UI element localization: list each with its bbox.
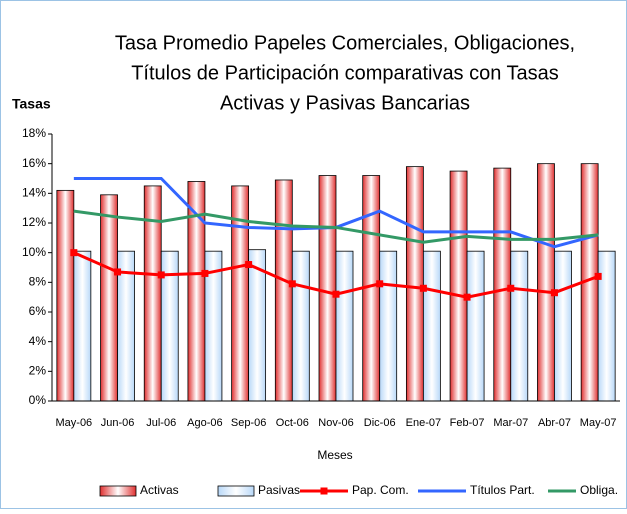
marker bbox=[332, 290, 340, 298]
x-tick-label: Dic-06 bbox=[364, 417, 396, 429]
bar bbox=[449, 170, 468, 402]
y-axis-label: Tasas bbox=[12, 96, 51, 112]
legend-label: Obliga. bbox=[580, 483, 618, 497]
chart-title: Tasa Promedio Papeles Comerciales, Oblig… bbox=[115, 32, 575, 54]
legend-swatch bbox=[99, 485, 137, 497]
marker bbox=[507, 284, 515, 292]
marker bbox=[114, 268, 122, 276]
y-tick-label: 6% bbox=[29, 304, 47, 318]
marker bbox=[245, 261, 253, 269]
bar bbox=[274, 179, 293, 402]
y-tick-label: 8% bbox=[29, 275, 47, 289]
bar bbox=[493, 167, 512, 402]
x-tick-label: Sep-06 bbox=[231, 417, 266, 429]
x-tick-label: Jun-06 bbox=[101, 417, 135, 429]
x-tick-label: Abr-07 bbox=[538, 417, 571, 429]
y-tick-label: 12% bbox=[22, 215, 46, 229]
bar bbox=[56, 189, 75, 402]
x-tick-label: Nov-06 bbox=[318, 417, 353, 429]
marker bbox=[594, 272, 602, 280]
chart-title: Títulos de Participación comparativas co… bbox=[131, 62, 559, 84]
marker bbox=[550, 289, 558, 297]
y-tick-label: 18% bbox=[22, 126, 46, 140]
marker bbox=[70, 249, 78, 257]
bar bbox=[335, 250, 354, 402]
marker bbox=[201, 269, 209, 277]
x-tick-label: Feb-07 bbox=[450, 417, 485, 429]
bar bbox=[405, 166, 424, 402]
bar bbox=[422, 250, 441, 402]
marker bbox=[288, 280, 296, 288]
x-tick-label: Ago-06 bbox=[187, 417, 222, 429]
marker bbox=[463, 293, 471, 301]
x-axis-label: Meses bbox=[317, 448, 352, 462]
bar bbox=[318, 175, 337, 402]
x-tick-label: Mar-07 bbox=[493, 417, 528, 429]
bar bbox=[510, 250, 529, 402]
bar bbox=[73, 250, 92, 402]
x-tick-label: Oct-06 bbox=[276, 417, 309, 429]
y-tick-label: 14% bbox=[22, 186, 46, 200]
legend-swatch bbox=[217, 485, 255, 497]
bar bbox=[379, 250, 398, 402]
legend-label: Títulos Part. bbox=[470, 483, 535, 497]
bar bbox=[143, 185, 162, 402]
legend-marker bbox=[320, 487, 328, 495]
x-tick-label: May-07 bbox=[580, 417, 617, 429]
x-tick-label: Ene-07 bbox=[406, 417, 441, 429]
x-tick-label: May-06 bbox=[56, 417, 93, 429]
legend-label: Activas bbox=[140, 483, 179, 497]
marker bbox=[157, 271, 165, 279]
marker bbox=[419, 284, 427, 292]
y-tick-label: 0% bbox=[29, 393, 47, 407]
y-tick-label: 2% bbox=[29, 364, 47, 378]
line-series bbox=[73, 209, 599, 244]
bar bbox=[466, 250, 485, 402]
y-tick-label: 16% bbox=[22, 156, 46, 170]
bar bbox=[100, 194, 118, 402]
bar bbox=[554, 250, 572, 402]
legend-label: Pap. Com. bbox=[352, 483, 409, 497]
marker bbox=[376, 280, 384, 288]
x-tick-label: Jul-06 bbox=[146, 417, 176, 429]
legend-label: Pasivas bbox=[258, 483, 300, 497]
bar bbox=[291, 250, 310, 402]
y-tick-label: 10% bbox=[22, 245, 46, 259]
y-tick-label: 4% bbox=[29, 334, 47, 348]
chart-title: Activas y Pasivas Bancarias bbox=[220, 92, 470, 114]
bar bbox=[537, 163, 555, 402]
